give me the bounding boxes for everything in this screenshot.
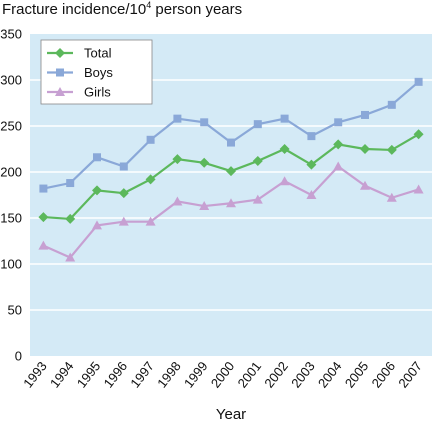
data-point-girls bbox=[252, 194, 263, 204]
data-point-girls bbox=[360, 180, 370, 190]
y-tick-label: 50 bbox=[8, 303, 22, 318]
data-point-total bbox=[172, 154, 183, 165]
x-tick-label: 1995 bbox=[74, 359, 104, 391]
data-point-boys bbox=[280, 114, 289, 123]
data-point-total bbox=[38, 212, 49, 223]
x-tick-label: 1998 bbox=[154, 359, 184, 391]
chart-title: Fracture incidence/104 person years bbox=[2, 0, 242, 18]
x-tick-label: 2007 bbox=[395, 359, 425, 391]
series-total bbox=[38, 129, 424, 224]
data-point-girls bbox=[118, 216, 129, 226]
data-point-girls bbox=[172, 196, 183, 206]
legend-label-girls: Girls bbox=[84, 85, 111, 100]
data-point-boys bbox=[200, 118, 209, 127]
legend-marker-boys bbox=[56, 68, 64, 77]
data-point-total bbox=[199, 157, 210, 168]
data-point-total bbox=[360, 144, 370, 154]
data-point-girls bbox=[145, 216, 156, 226]
y-tick-label: 350 bbox=[0, 27, 22, 42]
data-point-girls bbox=[306, 190, 317, 199]
data-point-boys bbox=[414, 77, 423, 86]
data-point-girls bbox=[92, 220, 102, 230]
data-point-boys bbox=[66, 179, 75, 188]
data-point-girls bbox=[413, 184, 424, 194]
x-tick-label: 1994 bbox=[47, 359, 77, 391]
data-point-boys bbox=[253, 120, 262, 129]
x-axis-ticks: 1993199419951996199719981999200020012002… bbox=[20, 359, 425, 391]
data-point-total bbox=[306, 159, 317, 170]
data-point-boys bbox=[334, 118, 343, 127]
x-tick-label: 2002 bbox=[261, 359, 291, 391]
data-point-boys bbox=[307, 132, 316, 141]
legend-label-total: Total bbox=[84, 46, 112, 61]
data-point-boys bbox=[173, 114, 182, 123]
x-axis-label: Year bbox=[216, 406, 246, 422]
legend-label-boys: Boys bbox=[84, 65, 113, 80]
data-point-girls bbox=[386, 192, 397, 202]
data-point-boys bbox=[39, 184, 48, 193]
y-tick-label: 300 bbox=[0, 73, 22, 88]
data-point-total bbox=[65, 213, 76, 224]
data-point-girls bbox=[226, 198, 236, 208]
data-point-girls bbox=[199, 201, 210, 211]
x-tick-label: 2001 bbox=[235, 359, 265, 391]
legend-marker-girls bbox=[55, 87, 65, 96]
data-point-girls bbox=[333, 161, 344, 171]
data-point-girls bbox=[279, 176, 290, 186]
series-boys bbox=[39, 77, 423, 193]
y-tick-label: 100 bbox=[0, 257, 22, 272]
series-girls bbox=[38, 161, 424, 262]
data-point-boys bbox=[227, 138, 235, 147]
data-point-girls bbox=[38, 240, 49, 250]
chart-title-superscript: 4 bbox=[146, 0, 151, 10]
data-point-boys bbox=[387, 100, 396, 109]
x-tick-label: 2004 bbox=[315, 359, 345, 391]
y-tick-label: 200 bbox=[0, 165, 22, 180]
data-point-total bbox=[333, 139, 344, 150]
data-point-girls bbox=[65, 252, 76, 262]
data-point-boys bbox=[146, 135, 155, 144]
legend: Total Boys Girls bbox=[40, 39, 153, 105]
data-point-boys bbox=[361, 110, 369, 119]
x-tick-label: 2000 bbox=[208, 359, 238, 391]
data-point-boys bbox=[119, 162, 128, 171]
data-point-total bbox=[279, 144, 290, 154]
x-tick-label: 1999 bbox=[181, 359, 211, 391]
data-point-total bbox=[386, 144, 397, 155]
y-tick-label: 150 bbox=[0, 211, 22, 226]
x-tick-label: 1996 bbox=[101, 359, 131, 391]
y-tick-label: 250 bbox=[0, 119, 22, 134]
series-layer bbox=[38, 77, 424, 262]
data-point-total bbox=[413, 129, 424, 140]
x-tick-label: 2006 bbox=[369, 359, 399, 391]
data-point-total bbox=[145, 174, 156, 185]
y-tick-label: 0 bbox=[15, 349, 22, 364]
data-point-total bbox=[226, 166, 236, 177]
data-point-total bbox=[252, 155, 263, 166]
chart-title-rest: person years bbox=[151, 1, 242, 18]
y-axis-ticks: 0 50 100 150 200 250 300 350 bbox=[0, 27, 22, 364]
data-point-boys bbox=[93, 153, 101, 162]
x-tick-label: 2005 bbox=[342, 359, 372, 391]
x-tick-label: 1993 bbox=[20, 359, 50, 391]
legend-marker-total bbox=[55, 48, 65, 58]
data-point-total bbox=[118, 188, 129, 199]
x-tick-label: 2003 bbox=[288, 359, 318, 391]
x-tick-label: 1997 bbox=[127, 359, 157, 391]
data-point-total bbox=[92, 185, 102, 196]
